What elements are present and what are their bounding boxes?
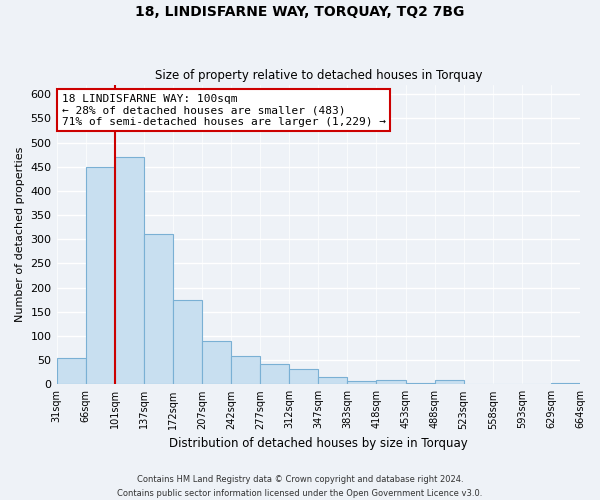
Bar: [260, 364, 289, 384]
Text: 18, LINDISFARNE WAY, TORQUAY, TQ2 7BG: 18, LINDISFARNE WAY, TORQUAY, TQ2 7BG: [136, 5, 464, 19]
Bar: [115, 157, 144, 384]
Bar: [86, 166, 115, 384]
Bar: [289, 369, 318, 384]
Bar: [144, 234, 173, 384]
Bar: [56, 358, 86, 384]
Bar: [551, 383, 580, 384]
Bar: [318, 377, 347, 384]
Bar: [347, 382, 376, 384]
Bar: [406, 383, 434, 384]
Text: 18 LINDISFARNE WAY: 100sqm
← 28% of detached houses are smaller (483)
71% of sem: 18 LINDISFARNE WAY: 100sqm ← 28% of deta…: [62, 94, 386, 126]
Bar: [376, 380, 406, 384]
Text: Contains HM Land Registry data © Crown copyright and database right 2024.
Contai: Contains HM Land Registry data © Crown c…: [118, 476, 482, 498]
X-axis label: Distribution of detached houses by size in Torquay: Distribution of detached houses by size …: [169, 437, 467, 450]
Bar: [173, 300, 202, 384]
Y-axis label: Number of detached properties: Number of detached properties: [15, 146, 25, 322]
Bar: [231, 356, 260, 384]
Bar: [202, 341, 231, 384]
Title: Size of property relative to detached houses in Torquay: Size of property relative to detached ho…: [155, 69, 482, 82]
Bar: [434, 380, 464, 384]
